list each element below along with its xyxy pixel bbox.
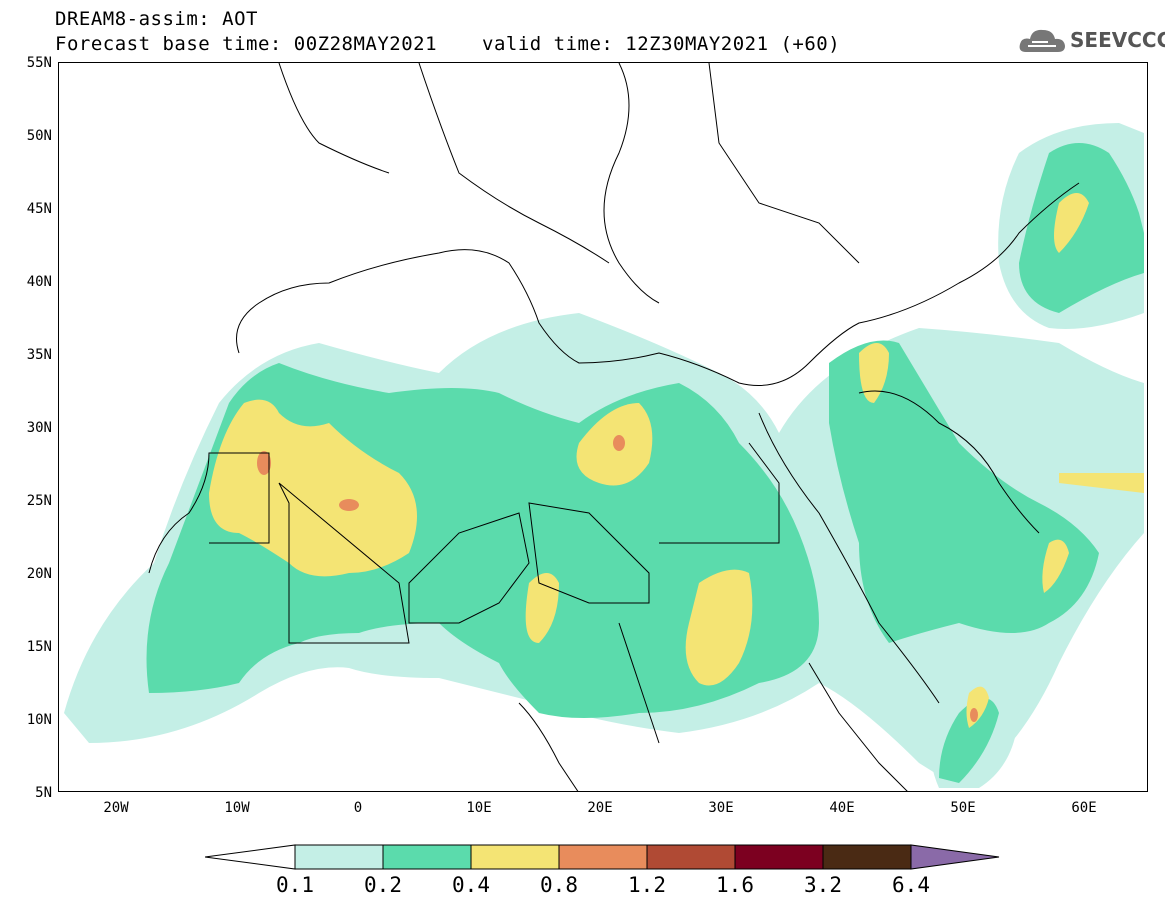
logo-text: SEEVCCC <box>1070 28 1165 52</box>
lon-label-60e: 60E <box>1071 800 1097 816</box>
colorbar-bin <box>558 844 648 870</box>
lat-label-40n: 40N <box>26 274 52 290</box>
lat-label-20n: 20N <box>26 566 52 582</box>
country-borders <box>148 63 1080 791</box>
colorbar-label: 1.2 <box>628 873 666 897</box>
map-area <box>58 62 1148 792</box>
colorbar-label: 0.8 <box>540 873 578 897</box>
forecast-base-time: Forecast base time: 00Z28MAY2021 <box>55 33 438 55</box>
lat-label-10n: 10N <box>26 712 52 728</box>
lat-label-5n: 5N <box>35 785 52 801</box>
cloud-icon <box>1019 29 1065 52</box>
map-title: DREAM8-assim: AOT <box>55 8 258 30</box>
lat-label-55n: 55N <box>26 55 52 71</box>
lon-label-30e: 30E <box>708 800 734 816</box>
colorbar-below-triangle <box>205 844 296 870</box>
aot-field <box>64 63 1144 791</box>
lon-label-50e: 50E <box>950 800 976 816</box>
colorbar-bin <box>382 844 472 870</box>
lon-label-0: 0 <box>353 800 363 816</box>
colorbar-label: 0.1 <box>276 873 314 897</box>
colorbar <box>205 844 1000 870</box>
colorbar-bin <box>294 844 384 870</box>
colorbar-above-triangle <box>910 844 1000 870</box>
colorbar-bin <box>646 844 736 870</box>
valid-time: valid time: 12Z30MAY2021 (+60) <box>482 33 841 55</box>
lat-label-30n: 30N <box>26 420 52 436</box>
lon-label-10e: 10E <box>466 800 492 816</box>
colorbar-label: 1.6 <box>716 873 754 897</box>
lon-label-20w: 20W <box>103 800 129 816</box>
colorbar-label: 0.4 <box>452 873 490 897</box>
colorbar-label: 6.4 <box>892 873 930 897</box>
lat-label-15n: 15N <box>26 639 52 655</box>
colorbar-label: 3.2 <box>804 873 842 897</box>
lat-label-25n: 25N <box>26 493 52 509</box>
seevccc-logo: SEEVCCC <box>1018 24 1165 58</box>
lon-label-20e: 20E <box>587 800 613 816</box>
lon-label-40e: 40E <box>829 800 855 816</box>
lon-label-10w: 10W <box>224 800 250 816</box>
lat-label-45n: 45N <box>26 201 52 217</box>
aot-contour-very-high <box>257 435 978 722</box>
aot-contour-high <box>209 193 1144 728</box>
colorbar-bin <box>822 844 912 870</box>
colorbar-label: 0.2 <box>364 873 402 897</box>
lat-label-50n: 50N <box>26 128 52 144</box>
colorbar-bin <box>734 844 824 870</box>
lat-label-35n: 35N <box>26 347 52 363</box>
colorbar-bin <box>470 844 560 870</box>
